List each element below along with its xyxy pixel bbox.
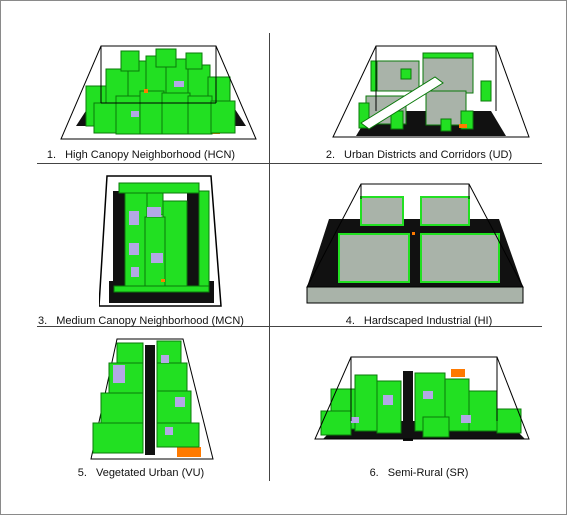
soil-patch <box>451 369 465 377</box>
bounding-box <box>90 338 214 460</box>
rooftop <box>174 81 184 87</box>
panel-title: Vegetated Urban (VU) <box>95 467 205 479</box>
road <box>113 191 125 301</box>
rooftops <box>113 355 185 435</box>
panel-3-scene <box>99 175 222 307</box>
panel-4-caption: 4. Hardscaped Industrial (HI) <box>287 315 551 327</box>
panel-6-caption: 6. Semi-Rural (SR) <box>287 467 551 479</box>
paved-lots <box>338 196 500 283</box>
panel-5-caption: 5. Vegetated Urban (VU) <box>9 467 273 479</box>
bounding-box <box>99 175 222 307</box>
vertical-divider <box>269 33 270 481</box>
panel-title: Hardscaped Industrial (HI) <box>363 315 493 327</box>
panel-1-scene <box>60 45 257 140</box>
road <box>187 191 199 301</box>
panel-2-caption: 2. Urban Districts and Corridors (UD) <box>287 149 551 161</box>
road <box>145 345 155 455</box>
street-corridor <box>360 76 444 130</box>
bounding-box <box>314 356 530 440</box>
panel-number: 6. <box>369 467 379 479</box>
tree-canopy-cluster <box>85 48 236 135</box>
panel-3-caption: 3. Medium Canopy Neighborhood (MCN) <box>9 315 273 327</box>
panel-5-scene <box>90 338 214 460</box>
rooftops <box>351 391 471 423</box>
rooftops <box>129 207 163 277</box>
panel-4-scene <box>306 183 524 304</box>
panel-number: 3. <box>38 315 48 327</box>
soil-patch <box>144 89 148 93</box>
bounding-box <box>332 45 530 138</box>
row-divider-2 <box>37 326 542 327</box>
road <box>403 371 413 441</box>
soil-patch <box>412 232 415 235</box>
panel-2-scene <box>332 45 530 138</box>
panel-number: 4. <box>345 315 355 327</box>
panel-title: Medium Canopy Neighborhood (MCN) <box>56 315 244 327</box>
tree-canopy <box>92 340 200 454</box>
bounding-box <box>306 183 524 288</box>
panel-number: 1. <box>46 149 57 161</box>
panel-number: 2. <box>325 149 336 161</box>
row-divider-1 <box>37 163 542 164</box>
soil-patch <box>161 279 165 282</box>
ground-base <box>306 286 524 304</box>
bounding-box <box>60 45 257 140</box>
panel-title: Urban Districts and Corridors (UD) <box>344 149 513 161</box>
panel-title: Semi-Rural (SR) <box>387 467 469 479</box>
panel-6-scene <box>314 356 530 441</box>
soil-patch <box>459 124 467 128</box>
panel-number: 5. <box>77 467 87 479</box>
rooftop <box>131 111 139 117</box>
soil-patch <box>177 447 201 457</box>
panel-1-caption: 1. High Canopy Neighborhood (HCN) <box>9 149 273 161</box>
tree-canopy <box>358 52 492 132</box>
panel-title: High Canopy Neighborhood (HCN) <box>65 149 236 161</box>
